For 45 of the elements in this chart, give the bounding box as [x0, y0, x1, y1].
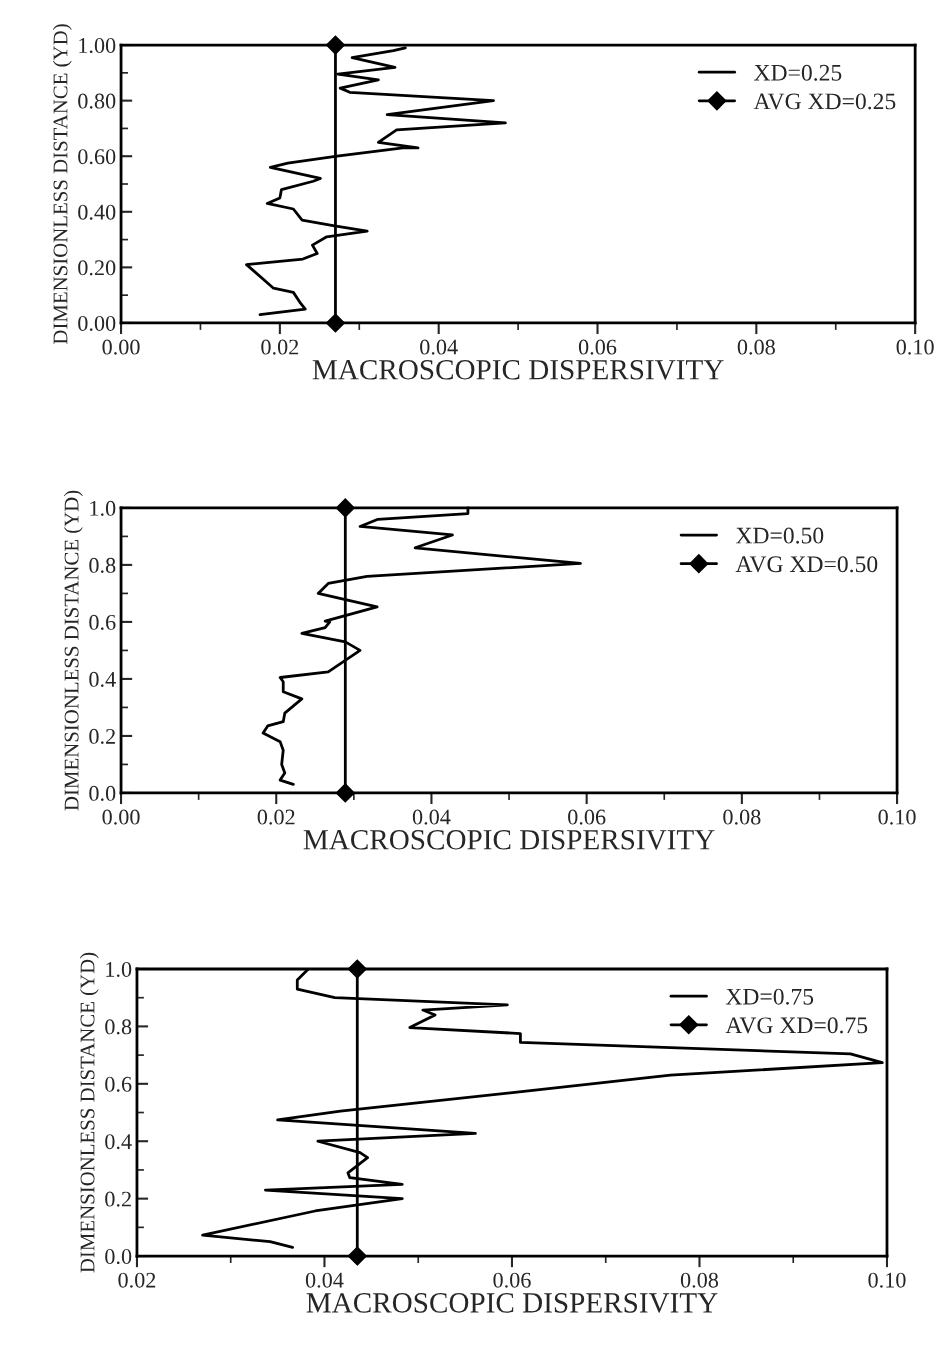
x-axis-title: MACROSCOPIC DISPERSIVITY — [306, 1293, 718, 1313]
y-tick-label: 0.00 — [78, 315, 116, 331]
y-tick-label: 0.4 — [105, 1134, 132, 1150]
y-tick-label: 0.60 — [78, 149, 116, 165]
x-tick-label: 0.10 — [868, 1272, 906, 1288]
x-tick-label: 0.02 — [118, 1272, 156, 1288]
y-tick-label: 0.6 — [105, 1076, 132, 1092]
x-tick-label: 0.02 — [257, 809, 295, 825]
x-tick-label: 0.06 — [493, 1272, 531, 1288]
y-tick-label: 0.0 — [89, 785, 116, 801]
y-axis-title: DIMENSIONLESS DISTANCE (YD) — [79, 952, 99, 1273]
x-tick-label: 0.04 — [412, 809, 451, 825]
x-tick-label: 0.08 — [723, 809, 761, 825]
legend-label: XD=0.25 — [754, 64, 842, 81]
y-tick-label: 1.0 — [90, 500, 116, 516]
y-axis-title: DIMENSIONLESS DISTANCE (YD) — [63, 490, 83, 811]
y-tick-label: 0.40 — [78, 204, 116, 220]
x-tick-label: 0.02 — [261, 339, 299, 355]
y-tick-label: 0.20 — [78, 260, 116, 276]
x-axis-title: MACROSCOPIC DISPERSIVITY — [312, 360, 724, 380]
y-tick-label: 0.8 — [89, 557, 116, 573]
y-tick-label: 1.00 — [79, 37, 116, 54]
x-tick-label: 0.06 — [578, 339, 617, 355]
legend-label: AVG XD=0.50 — [735, 556, 878, 573]
x-axis-title: MACROSCOPIC DISPERSIVITY — [303, 829, 715, 850]
y-tick-label: 0.0 — [105, 1248, 132, 1265]
y-tick-label: 0.6 — [89, 614, 116, 630]
y-tick-label: 0.8 — [105, 1019, 132, 1035]
y-tick-label: 0.80 — [78, 93, 116, 109]
legend-label: AVG XD=0.25 — [753, 93, 896, 110]
x-tick-label: 0.04 — [420, 339, 458, 355]
legend-label: XD=0.50 — [735, 527, 824, 544]
x-tick-label: 0.04 — [305, 1272, 344, 1288]
y-tick-label: 1.0 — [106, 961, 132, 978]
x-tick-label: 0.08 — [737, 339, 775, 355]
y-tick-label: 0.2 — [105, 1191, 131, 1207]
legend-label: AVG XD=0.75 — [725, 1017, 868, 1034]
legend-label: XD=0.75 — [725, 988, 814, 1005]
x-tick-label: 0.10 — [878, 809, 916, 825]
x-tick-label: 0.06 — [568, 809, 606, 825]
x-tick-label: 0.08 — [680, 1272, 719, 1288]
y-tick-label: 0.2 — [89, 728, 115, 744]
y-axis-title: DIMENSIONLESS DISTANCE (YD) — [52, 24, 72, 345]
x-tick-label: 0.10 — [896, 339, 934, 355]
y-tick-label: 0.4 — [89, 671, 116, 687]
